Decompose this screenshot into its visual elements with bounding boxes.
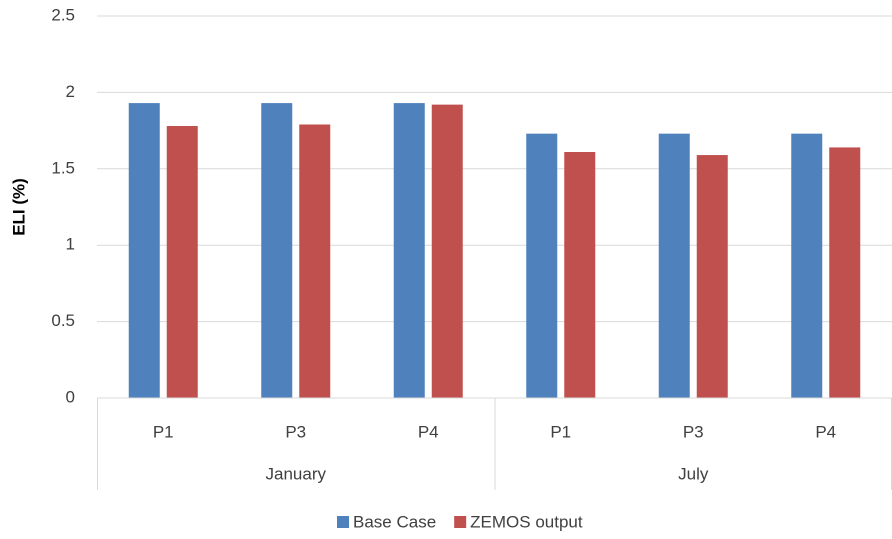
bar — [431, 104, 463, 399]
legend-swatch — [337, 516, 349, 528]
x-tick-label: P3 — [683, 422, 704, 441]
legend-label: ZEMOS output — [470, 512, 583, 531]
y-tick-label: 0 — [66, 387, 75, 406]
y-tick-label: 2 — [66, 82, 75, 101]
bar — [128, 103, 160, 398]
bar — [696, 155, 728, 398]
legend-label: Base Case — [353, 512, 436, 531]
bar — [299, 124, 331, 398]
bar — [791, 133, 823, 398]
group-label: July — [678, 464, 709, 483]
bar — [393, 103, 425, 398]
x-tick-label: P4 — [815, 422, 836, 441]
y-tick-label: 0.5 — [51, 311, 75, 330]
bar — [166, 126, 198, 399]
x-tick-label: P4 — [418, 422, 439, 441]
group-label: January — [266, 464, 327, 483]
y-tick-label: 2.5 — [51, 5, 75, 24]
y-tick-label: 1 — [66, 235, 75, 254]
x-tick-label: P3 — [285, 422, 306, 441]
bar — [829, 147, 861, 398]
bar — [658, 133, 690, 398]
x-tick-label: P1 — [153, 422, 174, 441]
bar — [564, 151, 596, 398]
bar — [261, 103, 293, 398]
y-tick-label: 1.5 — [51, 158, 75, 177]
legend-swatch — [454, 516, 467, 528]
y-axis-label: ELI (%) — [9, 178, 28, 236]
bar — [526, 133, 558, 398]
x-tick-label: P1 — [550, 422, 571, 441]
